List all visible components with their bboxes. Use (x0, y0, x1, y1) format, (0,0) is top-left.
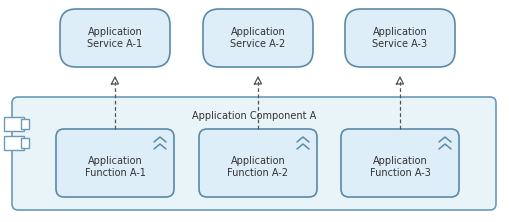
Text: Application
Service A-2: Application Service A-2 (231, 27, 286, 49)
FancyBboxPatch shape (199, 129, 317, 197)
Text: Application
Service A-1: Application Service A-1 (88, 27, 143, 49)
Text: Application
Function A-2: Application Function A-2 (228, 156, 289, 178)
FancyBboxPatch shape (12, 97, 496, 210)
FancyBboxPatch shape (21, 138, 29, 148)
FancyBboxPatch shape (21, 119, 29, 129)
FancyBboxPatch shape (203, 9, 313, 67)
Text: Application
Function A-1: Application Function A-1 (84, 156, 146, 178)
FancyBboxPatch shape (56, 129, 174, 197)
FancyBboxPatch shape (4, 136, 24, 150)
FancyBboxPatch shape (4, 117, 24, 131)
Text: Application
Function A-3: Application Function A-3 (370, 156, 431, 178)
FancyBboxPatch shape (345, 9, 455, 67)
Text: Application
Service A-3: Application Service A-3 (373, 27, 428, 49)
FancyBboxPatch shape (60, 9, 170, 67)
FancyBboxPatch shape (341, 129, 459, 197)
Text: Application Component A: Application Component A (192, 111, 316, 121)
